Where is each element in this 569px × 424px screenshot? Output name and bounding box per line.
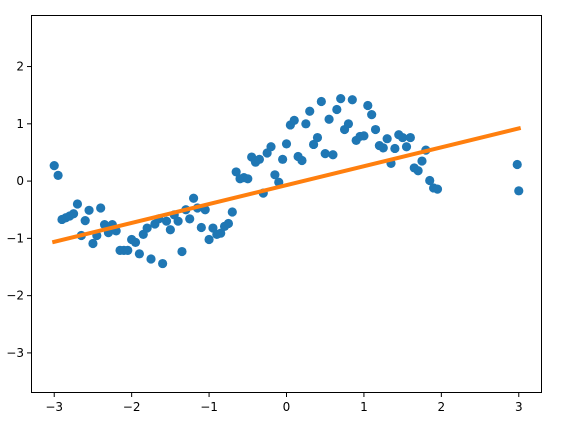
scatter-point <box>324 114 334 124</box>
scatter-point <box>84 205 94 215</box>
scatter-point <box>297 155 307 166</box>
scatter-point <box>158 258 168 269</box>
scatter-point <box>359 131 369 141</box>
scatter-point <box>68 209 79 219</box>
scatter-point <box>343 119 354 129</box>
scatter-point <box>72 199 83 209</box>
scatter-point <box>88 238 98 249</box>
scatter-point <box>161 216 172 226</box>
y-tick-label: 2 <box>16 60 24 74</box>
scatter-point <box>165 225 175 235</box>
x-tick-label: 1 <box>360 400 368 414</box>
scatter-point <box>185 214 195 224</box>
scatter-point <box>243 174 253 184</box>
scatter-point <box>363 100 373 111</box>
scatter-point <box>512 159 522 170</box>
scatter-point <box>188 193 199 203</box>
scatter-point <box>413 166 423 176</box>
scatter-point <box>177 246 187 257</box>
scatter-point <box>49 161 59 171</box>
scatter-point <box>80 216 90 226</box>
x-tick-label: 2 <box>438 400 446 414</box>
scatter-point <box>514 186 524 196</box>
scatter-point <box>309 139 319 150</box>
scatter-point <box>405 132 415 143</box>
series-group <box>49 94 524 269</box>
y-tick-label: −2 <box>6 289 24 303</box>
scatter-point <box>227 207 237 217</box>
scatter-point <box>382 134 392 144</box>
scatter-point <box>134 249 144 259</box>
scatter-point <box>332 104 342 115</box>
y-tick-label: 0 <box>16 174 24 188</box>
scatter-point <box>281 139 292 149</box>
scatter-point <box>96 203 106 213</box>
scatter-point <box>398 132 408 143</box>
scatter-point <box>312 132 323 143</box>
scatter-point <box>417 156 427 166</box>
x-tick-label: 0 <box>283 400 291 414</box>
scatter-point <box>254 154 264 164</box>
plot-frame <box>31 15 542 393</box>
scatter-point <box>370 124 381 135</box>
scatter-point <box>320 149 330 159</box>
scatter-point <box>425 175 435 186</box>
regression-line <box>51 125 522 245</box>
scatter-point <box>130 237 141 247</box>
scatter-point <box>278 154 288 164</box>
scatter-point <box>266 142 276 152</box>
scatter-point <box>301 119 311 129</box>
scatter-point <box>336 94 346 104</box>
scatter-point <box>231 167 241 177</box>
axes-layer: −3 −2 −1 0 1 2 3 −3 −2 −1 0 1 2 <box>6 15 542 414</box>
scatter-point <box>270 170 280 180</box>
scatter-point <box>53 170 63 180</box>
x-tick-label: −3 <box>45 400 63 414</box>
plot-layer <box>49 94 524 269</box>
scatter-point <box>401 142 412 152</box>
scatter-point <box>123 245 133 255</box>
scatter-point <box>367 110 377 120</box>
scatter-point <box>289 115 299 125</box>
scatter-point <box>196 222 206 233</box>
scatter-point <box>347 95 357 105</box>
scatter-point <box>173 216 183 226</box>
scatter-point <box>432 184 443 194</box>
scatter-point <box>305 106 315 116</box>
scatter-point <box>216 228 226 238</box>
scatter-point <box>142 223 152 233</box>
scatter-point <box>390 143 400 154</box>
scatter-point <box>223 218 234 229</box>
y-tick-label: 1 <box>16 117 24 131</box>
scatter-point <box>204 234 214 245</box>
x-tick-label: −1 <box>200 400 218 414</box>
x-tick-label: 3 <box>515 400 523 414</box>
y-tick-label: −1 <box>6 231 24 245</box>
scatter-point <box>316 96 326 107</box>
scatter-point <box>378 143 388 153</box>
scatter-point <box>328 150 338 160</box>
y-tick-label: −3 <box>6 346 24 360</box>
x-tick-label: −2 <box>123 400 141 414</box>
scatter-point <box>146 254 156 264</box>
